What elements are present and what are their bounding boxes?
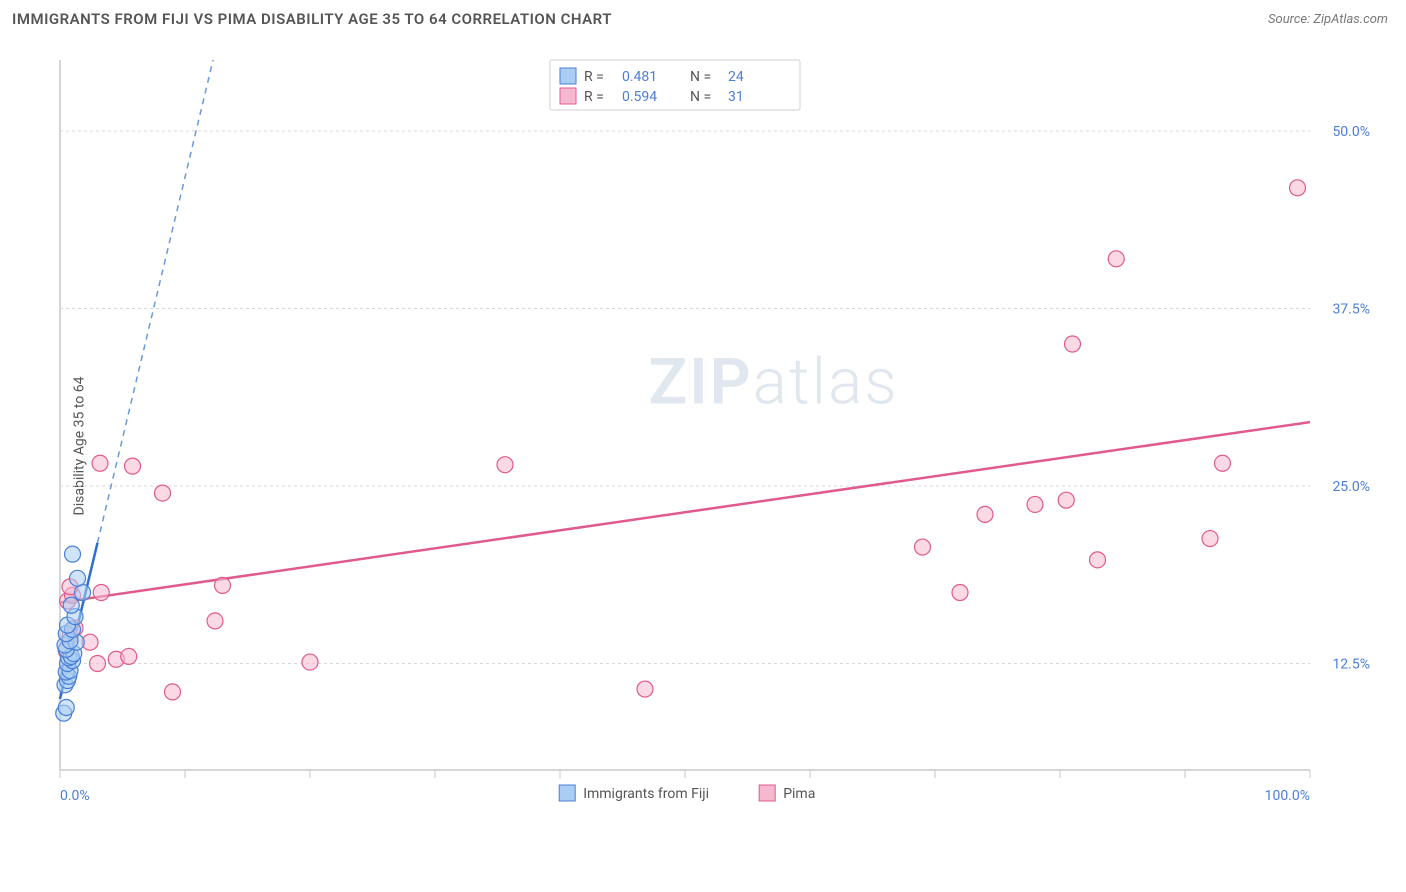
bottom-swatch-pima [759,785,775,801]
point-pima [302,654,318,670]
point-pima [1290,180,1306,196]
legend-r-fiji: 0.481 [622,69,657,85]
y-tick-label: 50.0% [1332,124,1370,140]
legend-swatch-pima [560,88,576,104]
point-pima [1027,496,1043,512]
chart-header: IMMIGRANTS FROM FIJI VS PIMA DISABILITY … [0,0,1406,36]
point-pima [1108,251,1124,267]
point-pima [1215,455,1231,471]
legend-n-label: N = [690,69,711,85]
point-pima [497,457,513,473]
point-pima [1065,336,1081,352]
point-pima [1202,531,1218,547]
bottom-swatch-fiji [559,785,575,801]
x-tick-label-left: 0.0% [60,788,90,804]
point-pima [952,585,968,601]
point-fiji [70,570,86,586]
point-fiji [75,585,91,601]
point-pima [1090,552,1106,568]
point-fiji [58,700,74,716]
point-pima [977,506,993,522]
y-tick-label: 37.5% [1332,302,1370,318]
point-pima [93,585,109,601]
point-pima [207,613,223,629]
y-tick-label: 12.5% [1332,657,1370,673]
legend-swatch-fiji [560,68,576,84]
point-pima [155,485,171,501]
x-tick-label-right: 100.0% [1265,788,1310,804]
watermark: ZIPatlas [648,344,898,419]
legend-r-label-2: R = [584,89,604,105]
point-pima [637,681,653,697]
trend-line-fiji-ext [98,60,214,543]
point-pima [125,458,141,474]
y-tick-label: 25.0% [1332,479,1370,495]
legend-n-label-2: N = [690,89,711,105]
point-pima [215,577,231,593]
legend-r-label: R = [584,69,604,85]
point-fiji [65,546,81,562]
point-fiji [63,597,79,613]
point-pima [121,648,137,664]
point-pima [915,539,931,555]
bottom-label-fiji: Immigrants from Fiji [583,786,709,802]
chart-source: Source: ZipAtlas.com [1268,12,1388,27]
point-pima [92,455,108,471]
point-pima [1058,492,1074,508]
legend-n-pima: 31 [728,89,744,105]
point-pima [165,684,181,700]
legend-n-fiji: 24 [728,69,744,85]
legend-r-pima: 0.594 [622,89,657,105]
chart-title: IMMIGRANTS FROM FIJI VS PIMA DISABILITY … [12,10,612,28]
chart-svg: 12.5% 25.0% 37.5% 50.0% 0.0% 100.0% ZIPatlas R … [50,40,1390,830]
chart-plot-area: 12.5% 25.0% 37.5% 50.0% 0.0% 100.0% ZIPatlas R … [50,40,1390,830]
trend-line-pima [60,422,1310,602]
point-pima [90,656,106,672]
bottom-label-pima: Pima [783,786,815,802]
